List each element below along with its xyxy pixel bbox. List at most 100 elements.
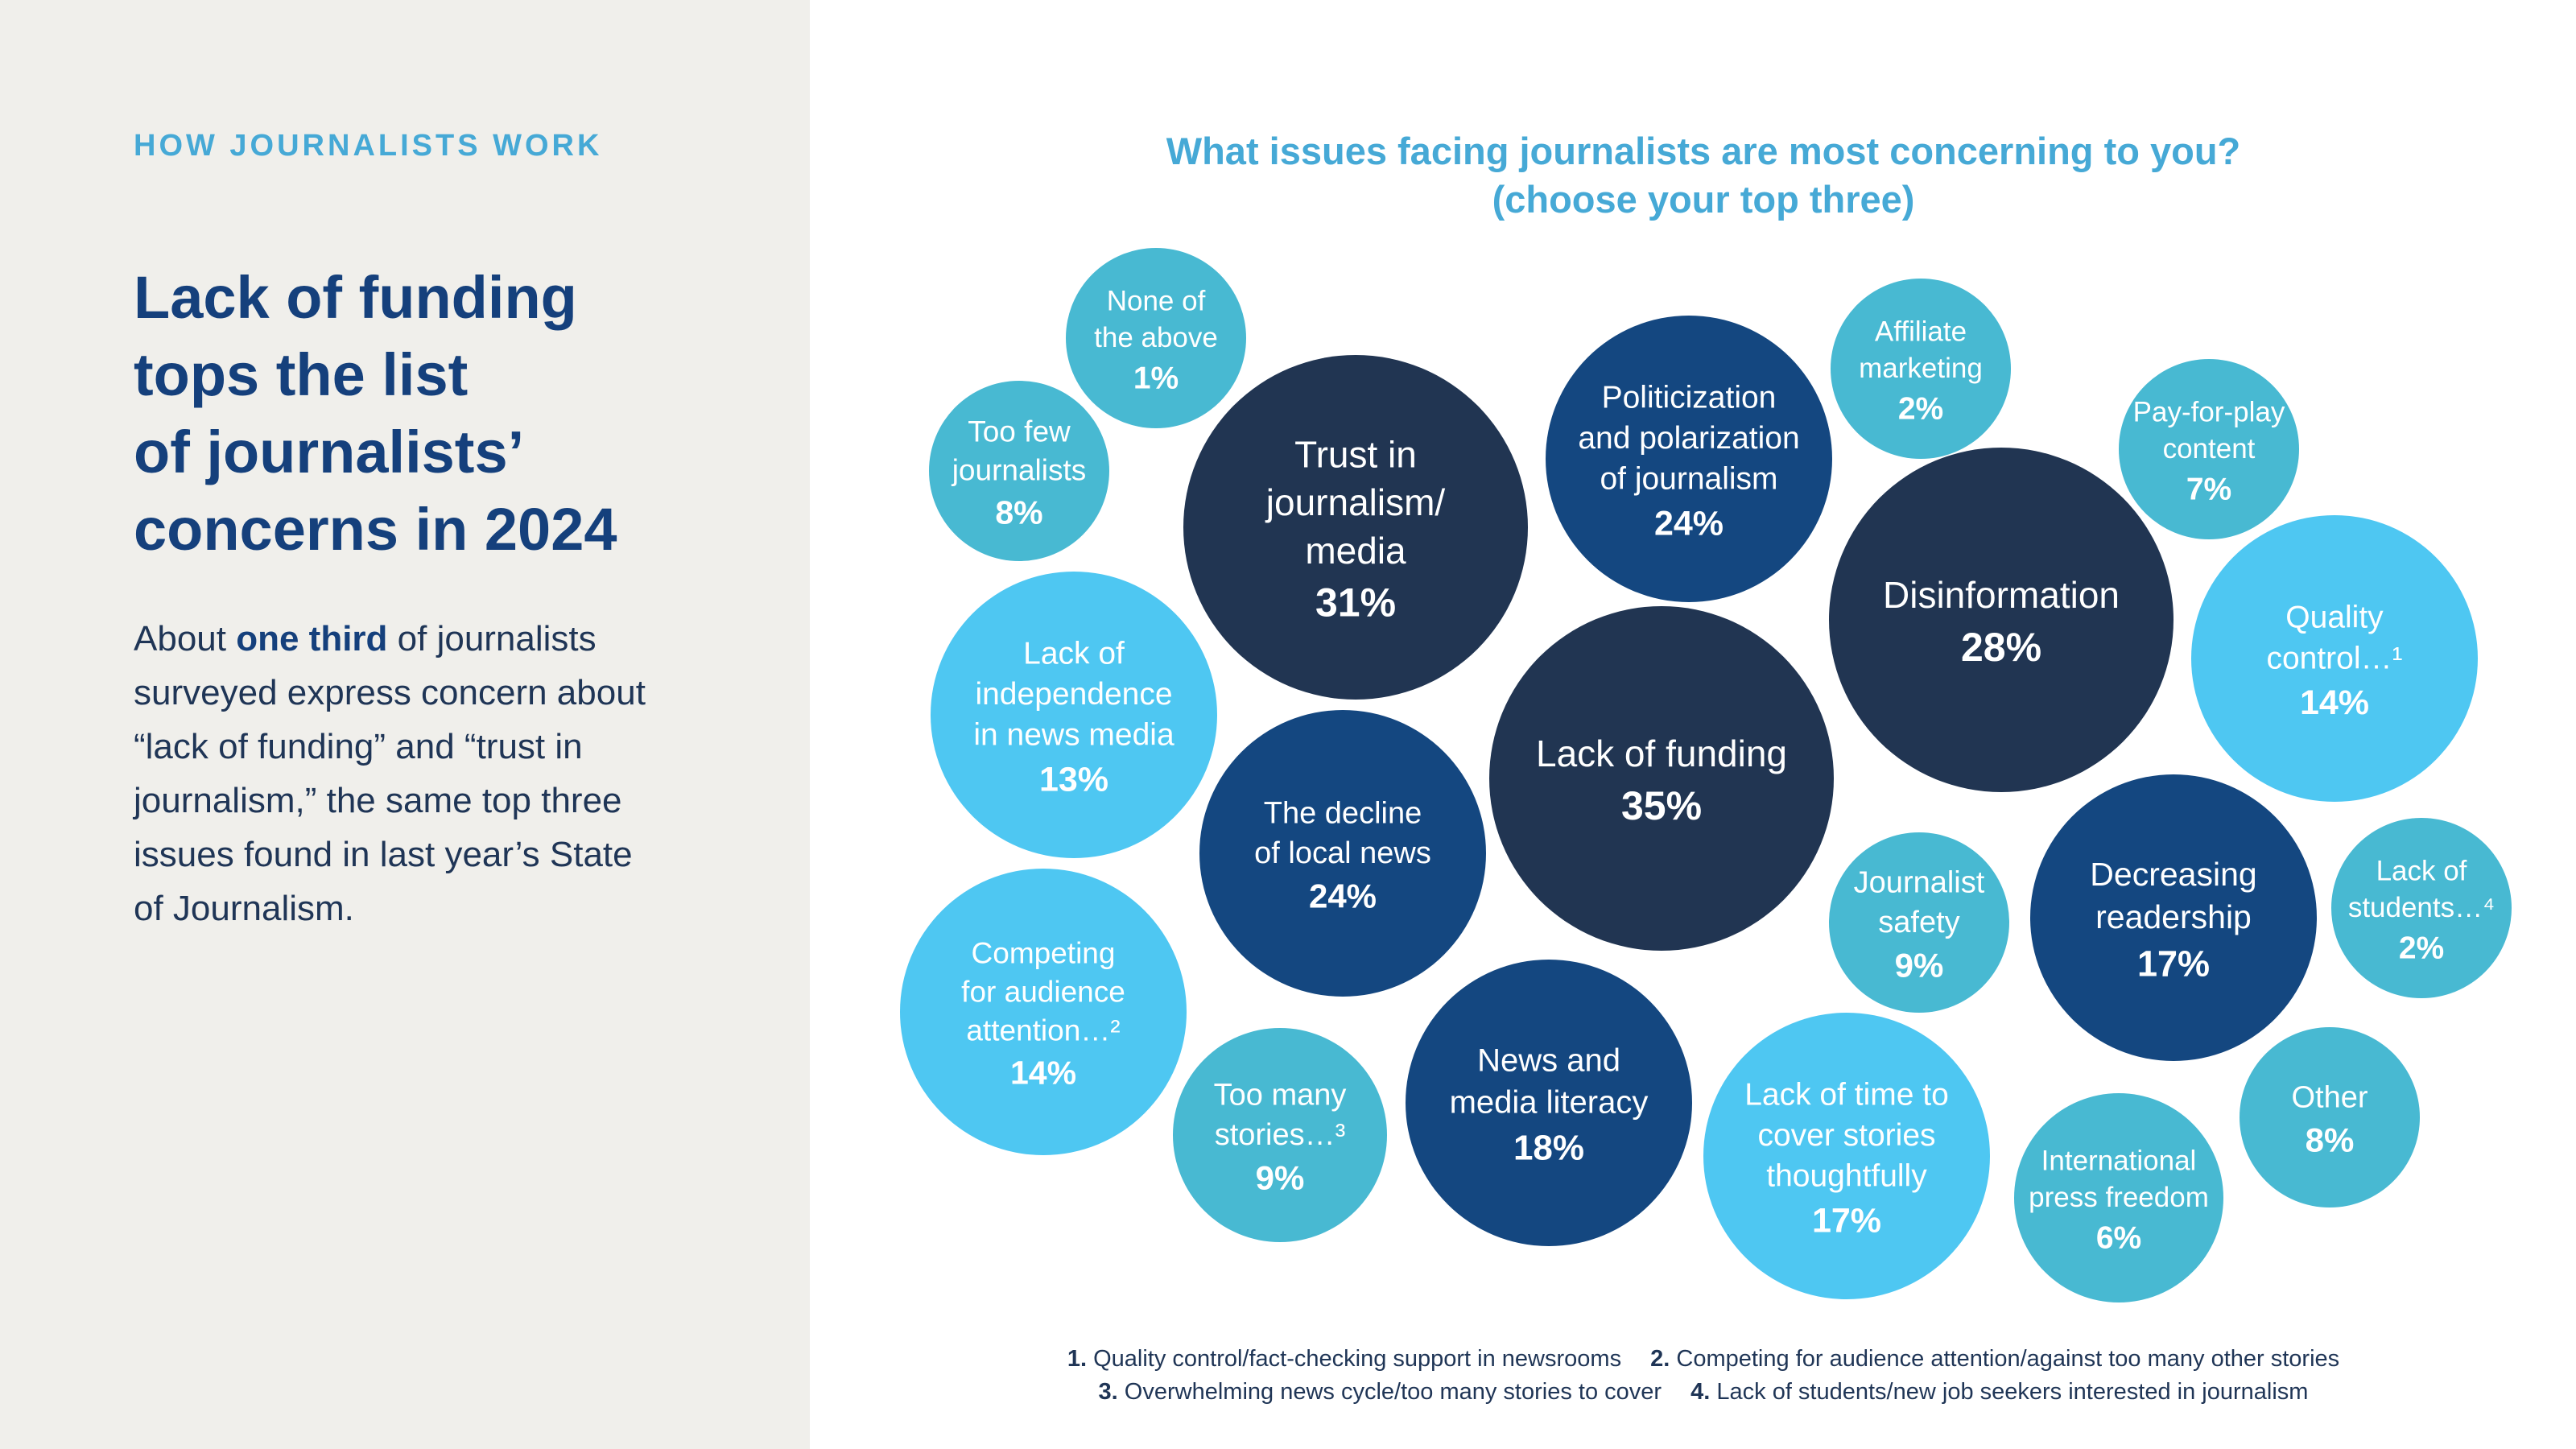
- bubble: Too few journalists 8%: [929, 381, 1109, 561]
- bubble-circle: [1406, 960, 1692, 1246]
- bubble-label: media literacy: [1450, 1085, 1649, 1121]
- footnote-3: 3. Overwhelming news cycle/too many stor…: [1099, 1379, 1662, 1405]
- bubble-label: Quality: [2285, 601, 2384, 635]
- bubble: Trust in journalism/media 31%: [1183, 355, 1528, 700]
- bubble-circle: [1183, 355, 1528, 700]
- chart-title: What issues facing journalists are most …: [890, 127, 2516, 224]
- bubble-circle: [1066, 248, 1246, 428]
- footnote-2: 2. Competing for audience attention/agai…: [1650, 1346, 2339, 1372]
- footnote-number: 1.: [1067, 1346, 1087, 1372]
- bubble: Pay-for-play content 7%: [2119, 359, 2299, 539]
- bubble-circle: [2014, 1093, 2223, 1302]
- left-panel: HOW JOURNALISTS WORK Lack of funding top…: [0, 0, 810, 1449]
- bubble: International press freedom 6%: [2014, 1093, 2223, 1302]
- bubble-circle: [2191, 515, 2478, 802]
- bubble-label: cover stories: [1757, 1118, 1935, 1153]
- bubble: Other 8%: [2240, 1027, 2420, 1208]
- bubble-label: Decreasing: [2090, 856, 2256, 893]
- bubble-value: 24%: [1309, 877, 1377, 914]
- headline-line: of journalists’: [134, 419, 525, 485]
- bubble-label: safety: [1878, 906, 1959, 939]
- bubble-label: content: [2163, 433, 2256, 464]
- bubble-label: media: [1305, 530, 1406, 572]
- bubble: Lack of funding 35%: [1489, 606, 1834, 951]
- bubble-label: control…¹: [2266, 641, 2402, 675]
- bubble-circle: [1703, 1013, 1990, 1299]
- bubble: The decline of local news 24%: [1199, 710, 1486, 997]
- bubble-value: 28%: [1961, 625, 2041, 670]
- headline: Lack of funding tops the list of journal…: [134, 259, 778, 568]
- bubble-circle: [900, 869, 1187, 1155]
- footnote-number: 4.: [1690, 1379, 1711, 1405]
- bubble-label: readership: [2095, 898, 2252, 935]
- bubble: Politicization and polarization of journal…: [1546, 316, 1832, 602]
- section-label: HOW JOURNALISTS WORK: [134, 129, 603, 163]
- bubble-label: press freedom: [2029, 1182, 2209, 1213]
- headline-line: concerns in 2024: [134, 496, 617, 563]
- bubble-label: Lack of funding: [1536, 733, 1787, 774]
- bubble-circle: [2119, 359, 2299, 539]
- bubble-value: 1%: [1133, 361, 1179, 395]
- chart-subtitle-line: (choose your top three): [1492, 178, 1915, 221]
- bubble-label: journalism/: [1265, 481, 1446, 523]
- bubble-circle: [931, 572, 1217, 858]
- bubble-value: 2%: [2399, 931, 2444, 965]
- bubble: Affiliate marketing 2%: [1831, 279, 2011, 459]
- footnotes-row: 1. Quality control/fact-checking support…: [890, 1343, 2516, 1376]
- bubble-label: thoughtfully: [1766, 1159, 1927, 1194]
- bubble-circle: [2030, 774, 2317, 1061]
- bubble: Quality control…¹ 14%: [2191, 515, 2478, 802]
- bubble-value: 24%: [1654, 504, 1724, 543]
- bubble-label: News and: [1477, 1043, 1620, 1079]
- footnote-number: 3.: [1098, 1379, 1118, 1405]
- bubble-label: of journalism: [1600, 462, 1777, 497]
- footnote-text: Overwhelming news cycle/too many stories…: [1124, 1379, 1662, 1405]
- bubble: Lack of independence in news media 13%: [931, 572, 1217, 858]
- bubble-value: 9%: [1256, 1158, 1305, 1196]
- bubble-label: independence: [975, 677, 1172, 712]
- bubble-label: Too few: [968, 415, 1071, 448]
- bubble-label: Lack of: [1023, 636, 1125, 671]
- bubble-circle: [1173, 1028, 1387, 1242]
- bubble-label: stories…³: [1215, 1118, 1346, 1152]
- bubble-value: 8%: [2306, 1121, 2355, 1159]
- bubble-label: Competing: [972, 936, 1116, 969]
- bubble-label: Lack of time to: [1744, 1077, 1949, 1112]
- bubble-label: marketing: [1859, 353, 1983, 384]
- bubble-label: Affiliate: [1875, 316, 1967, 347]
- chart-title-line: What issues facing journalists are most …: [1166, 130, 2241, 172]
- headline-line: tops the list: [134, 341, 469, 408]
- bubble-label: journalists: [952, 454, 1087, 487]
- bubble-circle: [1546, 316, 1832, 602]
- bubble: Lack of time to cover stories thoughtfully…: [1703, 1013, 1990, 1299]
- bubble-value: 14%: [2300, 683, 2369, 722]
- bubble-label: Politicization: [1602, 380, 1777, 415]
- bubble-label: Trust in: [1294, 433, 1417, 475]
- bubble: Lack of students…⁴ 2%: [2331, 818, 2512, 998]
- bubble-value: 35%: [1621, 783, 1702, 828]
- headline-line: Lack of funding: [134, 264, 577, 331]
- footnote-number: 2.: [1650, 1346, 1670, 1372]
- bubble-value: 17%: [1812, 1201, 1881, 1240]
- bubble-value: 13%: [1039, 760, 1108, 799]
- bubble-label: of local news: [1254, 836, 1431, 870]
- bubble-value: 14%: [1010, 1055, 1076, 1092]
- bubble-label: Other: [2291, 1080, 2368, 1114]
- bubble-value: 31%: [1315, 580, 1396, 625]
- bubble-circle: [1831, 279, 2011, 459]
- bubble-value: 9%: [1895, 946, 1944, 984]
- bubble-circle: [1199, 710, 1486, 997]
- bubble-label: Disinformation: [1883, 574, 2120, 616]
- footnote-text: Competing for audience attention/against…: [1676, 1346, 2340, 1372]
- bubble: Journalist safety 9%: [1829, 832, 2009, 1013]
- bubble-value: 8%: [995, 494, 1042, 531]
- bubble-value: 18%: [1513, 1129, 1584, 1168]
- bubble: Disinformation 28%: [1829, 448, 2174, 792]
- bubble-label: students…⁴: [2348, 892, 2495, 923]
- bubble-label: in news media: [973, 718, 1174, 753]
- body-rest: of journalists surveyed express concern …: [134, 619, 646, 928]
- footnote-text: Quality control/fact-checking support in…: [1093, 1346, 1622, 1372]
- bubble-circle: [2240, 1027, 2420, 1208]
- bubble-label: Too many: [1214, 1079, 1347, 1113]
